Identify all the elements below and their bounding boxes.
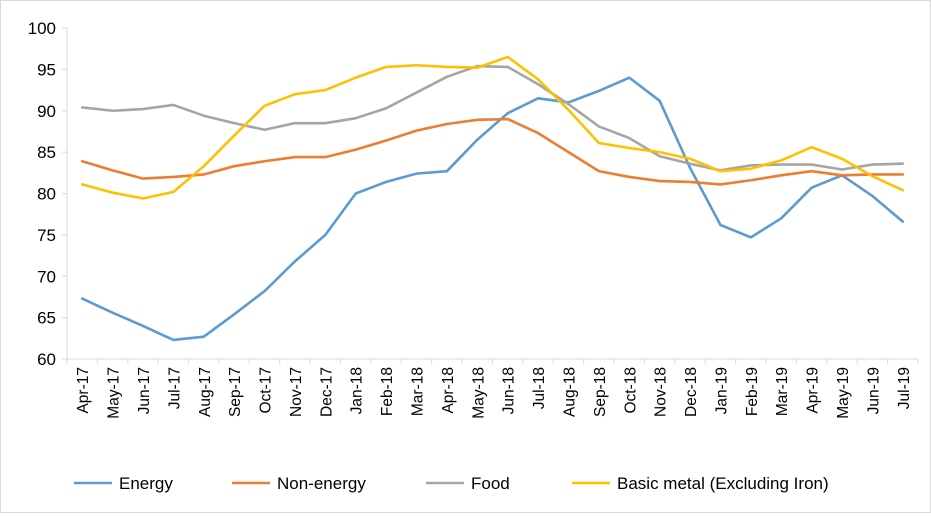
y-tick-label: 100 [28, 19, 56, 38]
y-tick-label: 90 [37, 102, 56, 121]
y-tick-label: 75 [37, 226, 56, 245]
series-lines [80, 55, 905, 342]
x-tick-label: Feb-18 [379, 367, 396, 416]
x-tick-label: Mar-19 [774, 367, 791, 416]
x-tick-label: Jul-18 [531, 367, 548, 409]
x-tick-label: Sep-17 [227, 367, 244, 417]
x-tick-label: Jan-18 [349, 367, 366, 414]
x-tick-label: Apr-17 [75, 367, 92, 414]
x-tick-label: Dec-17 [318, 367, 335, 417]
axes [62, 27, 919, 364]
series-line-energy [80, 76, 905, 342]
x-tick-label: Apr-18 [440, 367, 457, 414]
legend-label: Food [471, 474, 510, 493]
x-tick-label: Nov-18 [653, 367, 670, 417]
y-tick-label: 60 [37, 350, 56, 369]
x-tick-label: Jul-17 [166, 367, 183, 409]
y-tick-label: 65 [37, 309, 56, 328]
x-tick-label: May-18 [470, 367, 487, 419]
x-tick-label: Sep-18 [592, 367, 609, 417]
y-tick-label: 85 [37, 143, 56, 162]
y-tick-label: 80 [37, 185, 56, 204]
x-tick-label: Feb-19 [744, 367, 761, 416]
x-tick-label: Mar-18 [410, 367, 427, 416]
x-tick-label: Dec-18 [683, 367, 700, 417]
legend-label: Non-energy [277, 474, 366, 493]
x-tick-label: Oct-17 [258, 367, 275, 414]
x-axis-tick-labels: Apr-17 May-17 Jun-17 Jul-17 Aug-17 Sep-17 Oct-… [75, 367, 913, 419]
x-tick-label: Aug-18 [561, 367, 578, 417]
x-tick-label: Jun-18 [501, 367, 518, 414]
x-tick-label: Jul-19 [896, 367, 913, 409]
x-tick-label: Oct-18 [622, 367, 639, 414]
y-tick-label: 70 [37, 267, 56, 286]
x-tick-label: Nov-17 [288, 367, 305, 417]
x-tick-label: Apr-19 [805, 367, 822, 414]
y-tick-label: 95 [37, 60, 56, 79]
legend-label: Basic metal (Excluding Iron) [617, 474, 829, 493]
x-tick-label: May-19 [835, 367, 852, 419]
x-tick-label: May-17 [106, 367, 123, 419]
series-line-non-energy [80, 117, 905, 186]
legend-label: Energy [119, 474, 173, 493]
legend: Energy Non-energy Food Basic metal (Excludi… [74, 474, 829, 493]
x-tick-label: Jun-17 [136, 367, 153, 414]
y-axis-tick-labels: 60 65 70 75 80 85 90 95 100 [28, 19, 56, 369]
x-tick-label: Jun-19 [865, 367, 882, 414]
x-tick-label: Aug-17 [197, 367, 214, 417]
x-tick-label: Jan-19 [713, 367, 730, 414]
series-line-basic-metal-excluding-iron [80, 55, 905, 200]
